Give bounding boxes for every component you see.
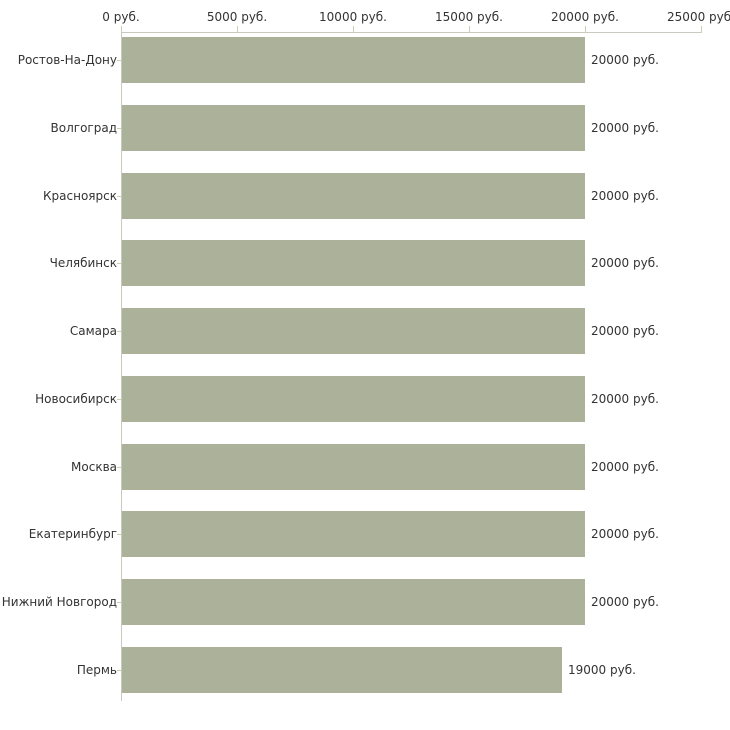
bar bbox=[122, 443, 585, 490]
bar bbox=[122, 579, 585, 625]
value-label: 20000 руб. bbox=[591, 256, 659, 271]
value-label: 20000 руб. bbox=[591, 391, 659, 406]
x-axis-tick bbox=[353, 26, 354, 33]
y-axis-line bbox=[121, 32, 122, 701]
category-label: Екатеринбург bbox=[28, 527, 117, 542]
x-axis-tick-label: 25000 руб. bbox=[667, 10, 730, 24]
category-label: Москва bbox=[71, 459, 117, 474]
category-label: Пермь bbox=[76, 662, 117, 677]
bar bbox=[122, 646, 562, 693]
y-axis-tick bbox=[117, 331, 121, 332]
category-label: Ростов-На-Дону bbox=[17, 53, 117, 67]
value-label: 20000 руб. bbox=[591, 459, 659, 474]
category-label: Челябинск bbox=[49, 256, 117, 271]
y-axis-tick bbox=[117, 60, 121, 61]
value-label: 19000 руб. bbox=[568, 662, 636, 677]
y-axis-tick bbox=[117, 602, 121, 603]
value-label: 20000 руб. bbox=[591, 120, 659, 135]
bar bbox=[122, 511, 585, 558]
bar bbox=[122, 375, 585, 422]
category-label: Новосибирск bbox=[35, 391, 117, 406]
y-axis-tick bbox=[117, 263, 121, 264]
x-axis-tick-label: 20000 руб. bbox=[551, 10, 619, 24]
value-label: 20000 руб. bbox=[591, 53, 659, 67]
x-axis-tick bbox=[237, 26, 238, 33]
y-axis-tick bbox=[117, 196, 121, 197]
x-axis-tick-label: 0 руб. bbox=[102, 10, 140, 24]
bar bbox=[122, 308, 585, 354]
value-label: 20000 руб. bbox=[591, 324, 659, 338]
x-axis-line bbox=[121, 32, 701, 33]
category-label: Волгоград bbox=[50, 120, 117, 135]
y-axis-tick bbox=[117, 670, 121, 671]
bar bbox=[122, 240, 585, 287]
x-axis-tick bbox=[469, 26, 470, 33]
x-axis-tick-label: 15000 руб. bbox=[435, 10, 503, 24]
x-axis-tick bbox=[121, 26, 122, 33]
y-axis-tick bbox=[117, 128, 121, 129]
value-label: 20000 руб. bbox=[591, 527, 659, 542]
value-label: 20000 руб. bbox=[591, 595, 659, 609]
category-label: Нижний Новгород bbox=[1, 595, 117, 609]
y-axis-tick bbox=[117, 399, 121, 400]
x-axis-tick-label: 10000 руб. bbox=[319, 10, 387, 24]
bar bbox=[122, 104, 585, 151]
x-axis-tick bbox=[701, 26, 702, 33]
y-axis-tick bbox=[117, 467, 121, 468]
category-label: Красноярск bbox=[43, 188, 117, 203]
x-axis-tick bbox=[585, 26, 586, 33]
bar bbox=[122, 172, 585, 219]
y-axis-tick bbox=[117, 534, 121, 535]
bar bbox=[122, 37, 585, 83]
x-axis-tick-label: 5000 руб. bbox=[206, 10, 268, 24]
value-label: 20000 руб. bbox=[591, 188, 659, 203]
category-label: Самара bbox=[69, 324, 117, 338]
